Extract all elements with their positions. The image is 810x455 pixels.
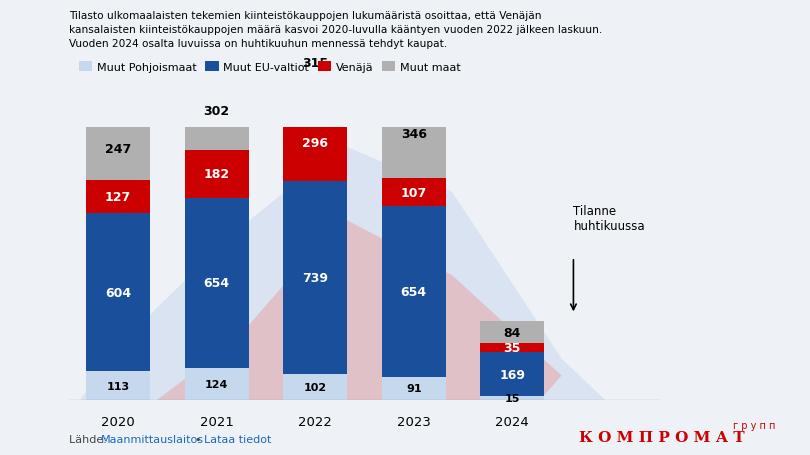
Bar <box>382 179 446 207</box>
Text: 2020: 2020 <box>101 415 135 428</box>
Bar <box>284 374 347 400</box>
Legend: Muut Pohjoismaat, Muut EU-valtiot, Venäjä, Muut maat: Muut Pohjoismaat, Muut EU-valtiot, Venäj… <box>75 58 465 77</box>
Text: 107: 107 <box>401 186 427 199</box>
Text: Lataa tiedot: Lataa tiedot <box>204 434 271 444</box>
Text: 315: 315 <box>302 57 328 71</box>
Text: 739: 739 <box>302 271 328 284</box>
Bar <box>382 377 446 400</box>
Text: 15: 15 <box>505 394 520 404</box>
Text: Tilasto ulkomaalaisten tekemien kiinteistökauppojen lukumääristä osoittaa, että : Tilasto ulkomaalaisten tekemien kiinteis… <box>69 11 541 21</box>
Bar <box>86 371 150 400</box>
Text: 604: 604 <box>105 286 131 299</box>
Bar <box>86 214 150 371</box>
Text: 2023: 2023 <box>397 415 431 428</box>
Text: 346: 346 <box>401 127 427 141</box>
Text: 654: 654 <box>203 277 230 290</box>
Bar <box>382 207 446 377</box>
Bar <box>185 72 249 151</box>
Bar <box>86 181 150 214</box>
Bar <box>284 182 347 374</box>
Text: Maanmittauslaitos: Maanmittauslaitos <box>101 434 204 444</box>
Bar <box>480 344 544 353</box>
Text: Vuoden 2024 osalta luvuissa on huhtikuuhun mennessä tehdyt kaupat.: Vuoden 2024 osalta luvuissa on huhtikuuh… <box>69 39 447 49</box>
Bar <box>382 89 446 179</box>
Bar <box>185 198 249 368</box>
Text: 91: 91 <box>406 384 421 394</box>
Text: 182: 182 <box>203 168 230 181</box>
Text: 124: 124 <box>205 379 228 389</box>
Text: 247: 247 <box>105 142 131 155</box>
Text: Lähde:: Lähde: <box>69 434 110 444</box>
Text: 127: 127 <box>105 191 131 204</box>
Bar <box>86 117 150 181</box>
Bar <box>480 396 544 400</box>
Text: 84: 84 <box>504 326 521 339</box>
Text: 654: 654 <box>401 285 427 298</box>
Text: 35: 35 <box>504 342 521 354</box>
Text: •: • <box>194 434 201 444</box>
Text: 113: 113 <box>107 381 130 391</box>
Polygon shape <box>156 218 561 400</box>
Bar <box>480 322 544 344</box>
Bar <box>284 23 347 105</box>
Text: К О М П Р О М А Т: К О М П Р О М А Т <box>579 430 744 444</box>
Text: г р у п п: г р у п п <box>733 420 775 430</box>
Bar <box>185 151 249 198</box>
Text: Tilanne
huhtikuussa: Tilanne huhtikuussa <box>573 204 645 233</box>
Text: 2022: 2022 <box>298 415 332 428</box>
Bar <box>480 353 544 396</box>
Text: 102: 102 <box>304 382 326 392</box>
Bar <box>185 368 249 400</box>
Text: 302: 302 <box>203 105 230 118</box>
Text: 169: 169 <box>499 368 526 381</box>
Text: kansalaisten kiinteistökauppojen määrä kasvoi 2020-luvulla kääntyen vuoden 2022 : kansalaisten kiinteistökauppojen määrä k… <box>69 25 602 35</box>
Polygon shape <box>80 146 605 400</box>
Text: 2021: 2021 <box>200 415 233 428</box>
Text: 2024: 2024 <box>496 415 529 428</box>
Text: 296: 296 <box>302 137 328 150</box>
Bar <box>284 105 347 182</box>
